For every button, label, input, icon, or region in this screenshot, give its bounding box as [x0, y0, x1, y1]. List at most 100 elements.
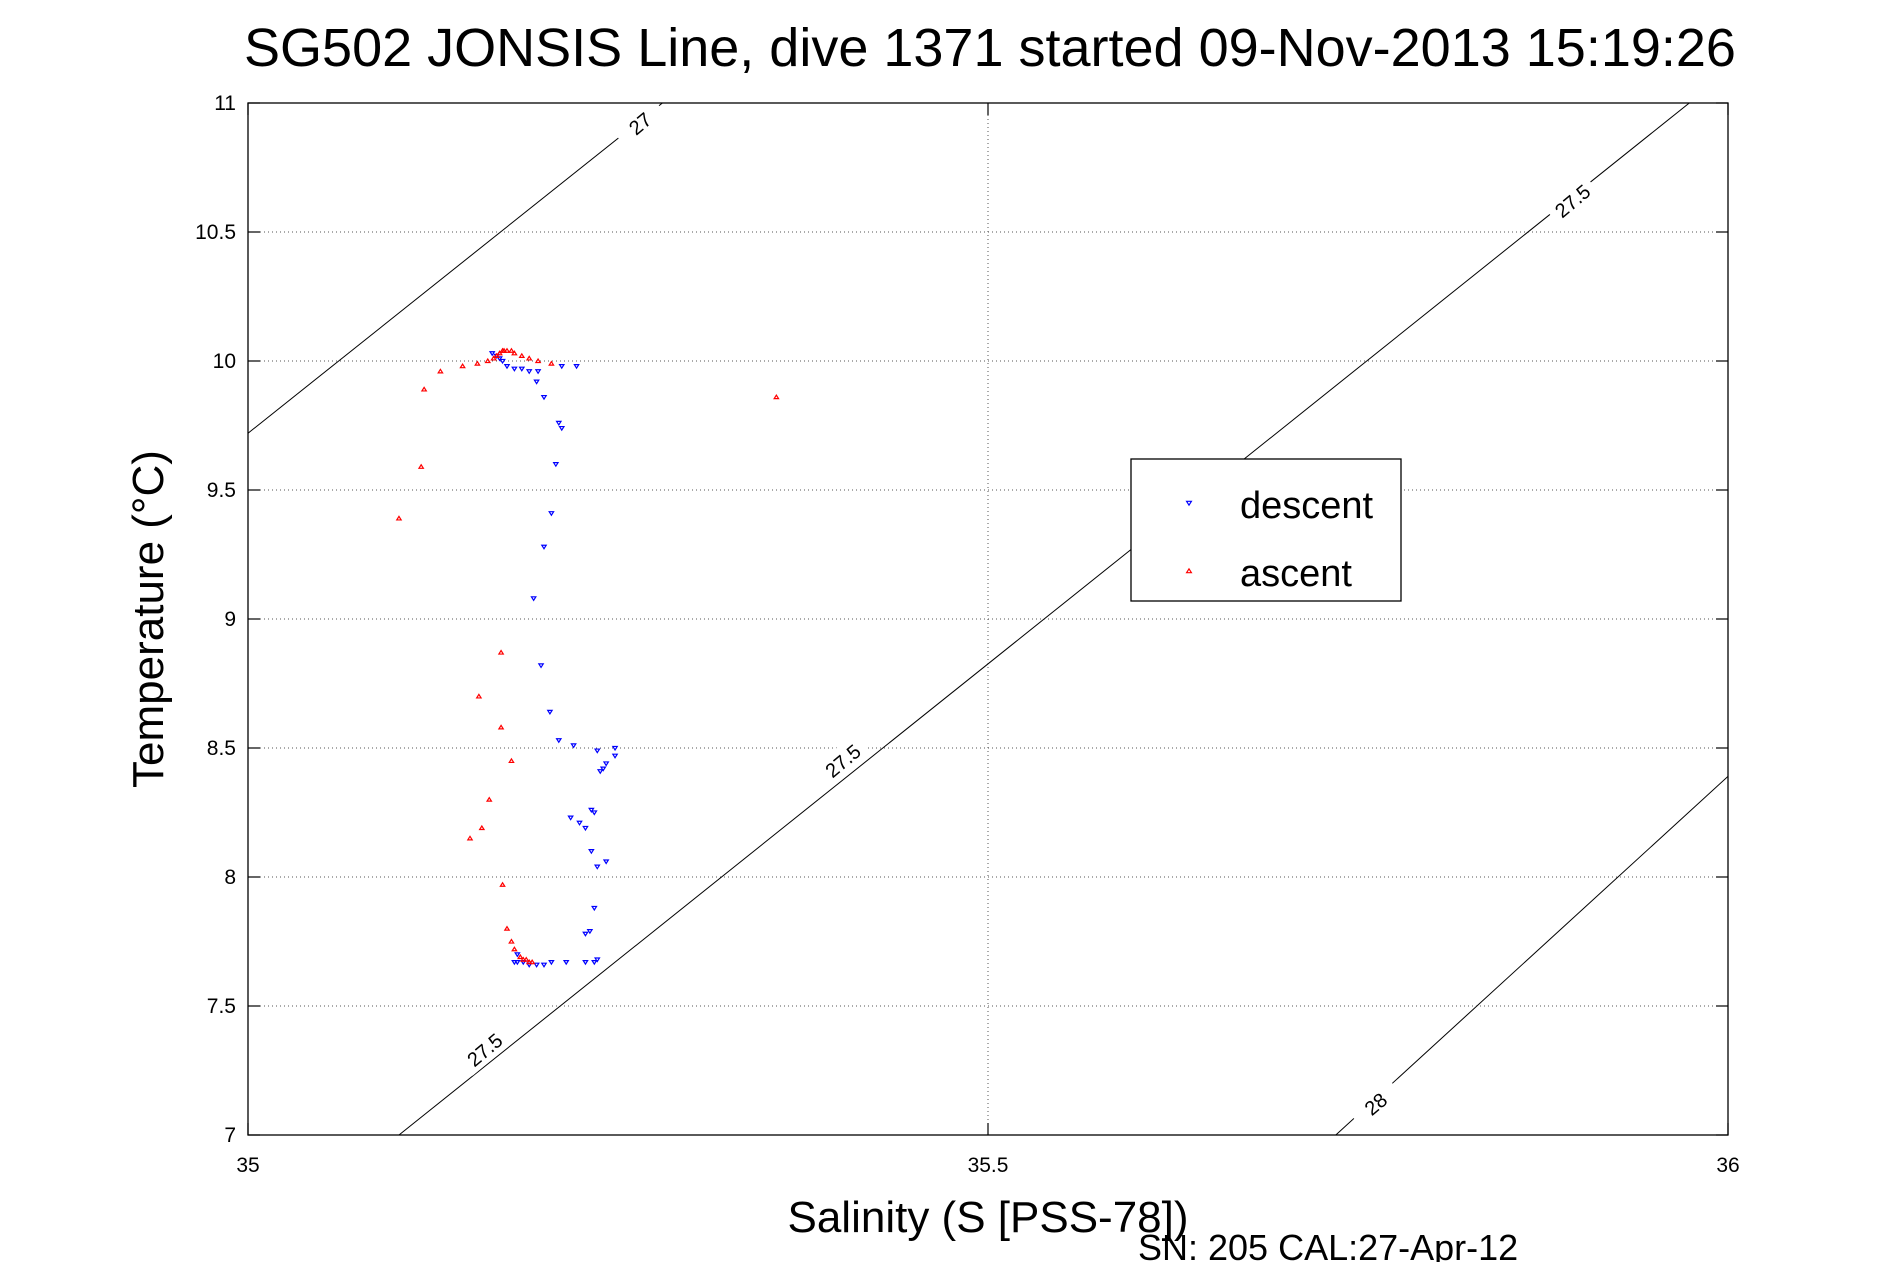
- ascent-point: [525, 355, 533, 361]
- series-ascent: [395, 347, 780, 965]
- ascent-point: [548, 360, 555, 366]
- ascent-point: [511, 946, 518, 952]
- ascent-point: [493, 352, 500, 358]
- y-tick-label: 9: [224, 608, 236, 631]
- x-tick-label: 36: [1716, 1154, 1739, 1177]
- ascent-point: [773, 394, 780, 400]
- contour-label-bg: [611, 103, 668, 150]
- descent-point: [548, 959, 555, 966]
- descent-point: [514, 959, 521, 966]
- ascent-point: [528, 959, 536, 965]
- chart-title: SG502 JONSIS Line, dive 1371 started 09-…: [244, 18, 1736, 78]
- descent-point: [593, 864, 601, 870]
- descent-point: [596, 769, 604, 775]
- descent-point: [558, 364, 566, 370]
- ascent-point: [417, 463, 425, 469]
- contour-line-28: [1335, 776, 1728, 1135]
- descent-point: [591, 905, 598, 912]
- descent-point: [567, 815, 574, 821]
- ascent-point: [519, 956, 527, 962]
- ascent-point: [485, 796, 493, 802]
- ascent-point: [508, 938, 515, 944]
- ascent-point: [518, 352, 526, 358]
- descent-point: [552, 462, 560, 468]
- descent-point: [593, 748, 601, 754]
- ascent-point: [517, 953, 524, 960]
- ascent-point: [534, 357, 542, 364]
- x-axis-label: Salinity (S [PSS-78]): [787, 1193, 1188, 1242]
- y-tick-label: 7: [224, 1124, 236, 1147]
- descent-point: [591, 959, 598, 966]
- ascent-point: [497, 724, 505, 730]
- ascent-point: [497, 649, 505, 655]
- ascent-point: [437, 368, 444, 374]
- x-tick-label: 35: [236, 1154, 259, 1177]
- contour-label-bg: [814, 733, 871, 787]
- y-tick-label: 11: [214, 92, 236, 115]
- ascent-point: [395, 515, 403, 521]
- descent-point: [514, 952, 521, 958]
- ascent-point: [500, 347, 508, 353]
- ascent-point: [508, 347, 515, 353]
- ascent-point: [496, 350, 503, 356]
- descent-point: [540, 544, 548, 550]
- descent-point: [503, 364, 511, 370]
- ascent-point: [525, 959, 533, 965]
- descent-point: [540, 962, 548, 968]
- y-axis-label: Temperature (°C): [124, 450, 173, 788]
- descent-point: [570, 743, 577, 749]
- ascent-point: [484, 357, 492, 364]
- x-tick-label: 35.5: [968, 1154, 1009, 1177]
- descent-point: [533, 962, 540, 968]
- descent-point: [593, 957, 601, 963]
- ascent-point: [503, 925, 511, 931]
- ascent-point: [490, 355, 497, 361]
- descent-point: [537, 663, 545, 669]
- contour-label-bg: [1543, 173, 1601, 227]
- descent-point: [511, 366, 518, 372]
- contour-line-27: [248, 103, 663, 434]
- descent-point: [591, 810, 598, 816]
- descent-point: [562, 959, 570, 966]
- y-tick-label: 8.5: [207, 737, 236, 760]
- contour-label-bg: [1346, 1076, 1404, 1130]
- y-tick-label: 7.5: [207, 995, 236, 1018]
- descent-point: [496, 356, 503, 362]
- grid: [248, 103, 1728, 1135]
- axis-ticks: 35 35.5 36 7 7.5 8 8.5 9 9.5 10 10.5 11: [195, 92, 1740, 1177]
- ascent-point: [511, 350, 518, 356]
- descent-point: [530, 596, 537, 602]
- descent-point: [555, 420, 563, 427]
- legend-marker-ascent: [1185, 567, 1193, 574]
- legend: descent ascent: [1130, 458, 1402, 602]
- y-tick-label: 10: [213, 350, 236, 373]
- descent-point: [602, 859, 610, 865]
- descent-point: [499, 358, 506, 365]
- descent-point: [588, 807, 595, 814]
- descent-point: [533, 379, 540, 385]
- series-descent: [488, 351, 619, 968]
- descent-point: [582, 959, 589, 966]
- descent-point: [488, 351, 496, 357]
- ascent-point: [508, 757, 515, 764]
- descent-point: [548, 511, 555, 517]
- descent-point: [555, 738, 563, 744]
- ascent-point: [474, 360, 481, 366]
- serial-calibration-note: SN: 205 CAL:27-Apr-12: [1138, 1227, 1518, 1262]
- data-series: [395, 347, 780, 968]
- legend-label-ascent: ascent: [1240, 553, 1352, 595]
- descent-point: [576, 820, 583, 826]
- descent-point: [582, 825, 589, 832]
- y-tick-label: 8: [224, 866, 236, 889]
- descent-point: [558, 425, 566, 432]
- legend-box: [1130, 458, 1402, 602]
- descent-point: [586, 929, 594, 935]
- descent-point: [540, 394, 548, 401]
- ascent-point: [459, 363, 466, 369]
- ascent-point: [503, 347, 511, 353]
- ascent-point: [522, 956, 530, 962]
- descent-point: [518, 366, 526, 372]
- descent-point: [511, 959, 518, 966]
- descent-point: [602, 761, 610, 767]
